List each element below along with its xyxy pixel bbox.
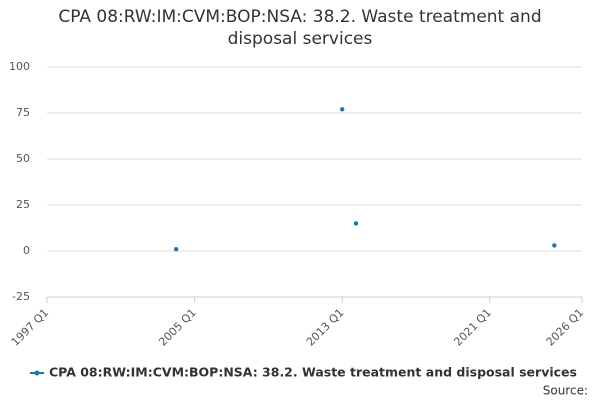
source: Source:	[543, 384, 588, 398]
x-tick-label: 2005 Q1	[156, 306, 199, 349]
x-tick-label: 2013 Q1	[304, 306, 347, 349]
y-tick-label: 50	[16, 152, 30, 165]
data-point	[552, 243, 557, 248]
legend-symbol-dot	[34, 370, 40, 376]
y-tick-label: 25	[16, 198, 30, 211]
legend-label: CPA 08:RW:IM:CVM:BOP:NSA: 38.2. Waste tr…	[49, 365, 577, 380]
y-tick-label: 0	[23, 244, 30, 257]
data-point	[353, 221, 359, 226]
chart-title: CPA 08:RW:IM:CVM:BOP:NSA: 38.2. Waste tr…	[58, 7, 542, 49]
y-tick-label: 100	[9, 60, 30, 73]
data-point	[339, 107, 345, 112]
x-tick-label: 2021 Q1	[451, 306, 494, 349]
data-point	[173, 246, 179, 252]
x-tick-label: 1997 Q1	[9, 306, 52, 349]
y-tick-label: -25	[12, 290, 30, 303]
y-tick-label: 75	[16, 106, 30, 119]
x-tick-label: 2026 Q1	[544, 306, 587, 349]
